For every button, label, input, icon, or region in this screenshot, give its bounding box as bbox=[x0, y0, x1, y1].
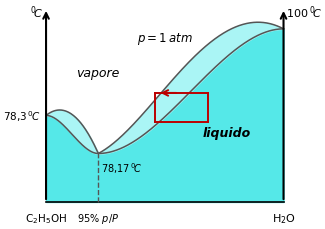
Text: $\mathrm{H_2O}$: $\mathrm{H_2O}$ bbox=[272, 212, 295, 225]
Text: vapore: vapore bbox=[77, 66, 120, 79]
Text: $\mathrm{C_2H_5OH}$: $\mathrm{C_2H_5OH}$ bbox=[25, 212, 67, 225]
Text: $p = 1\,atm$: $p = 1\,atm$ bbox=[137, 30, 193, 46]
Text: $^0\!C$: $^0\!C$ bbox=[30, 4, 44, 21]
Text: $78{,}17\,^0\!C$: $78{,}17\,^0\!C$ bbox=[101, 161, 142, 175]
Text: $100\,^0\!C$: $100\,^0\!C$ bbox=[286, 4, 322, 21]
Text: $78{,}3\,^0\!C$: $78{,}3\,^0\!C$ bbox=[3, 109, 40, 123]
Text: liquido: liquido bbox=[202, 127, 251, 140]
Text: $95\%\ p/P$: $95\%\ p/P$ bbox=[77, 212, 119, 226]
